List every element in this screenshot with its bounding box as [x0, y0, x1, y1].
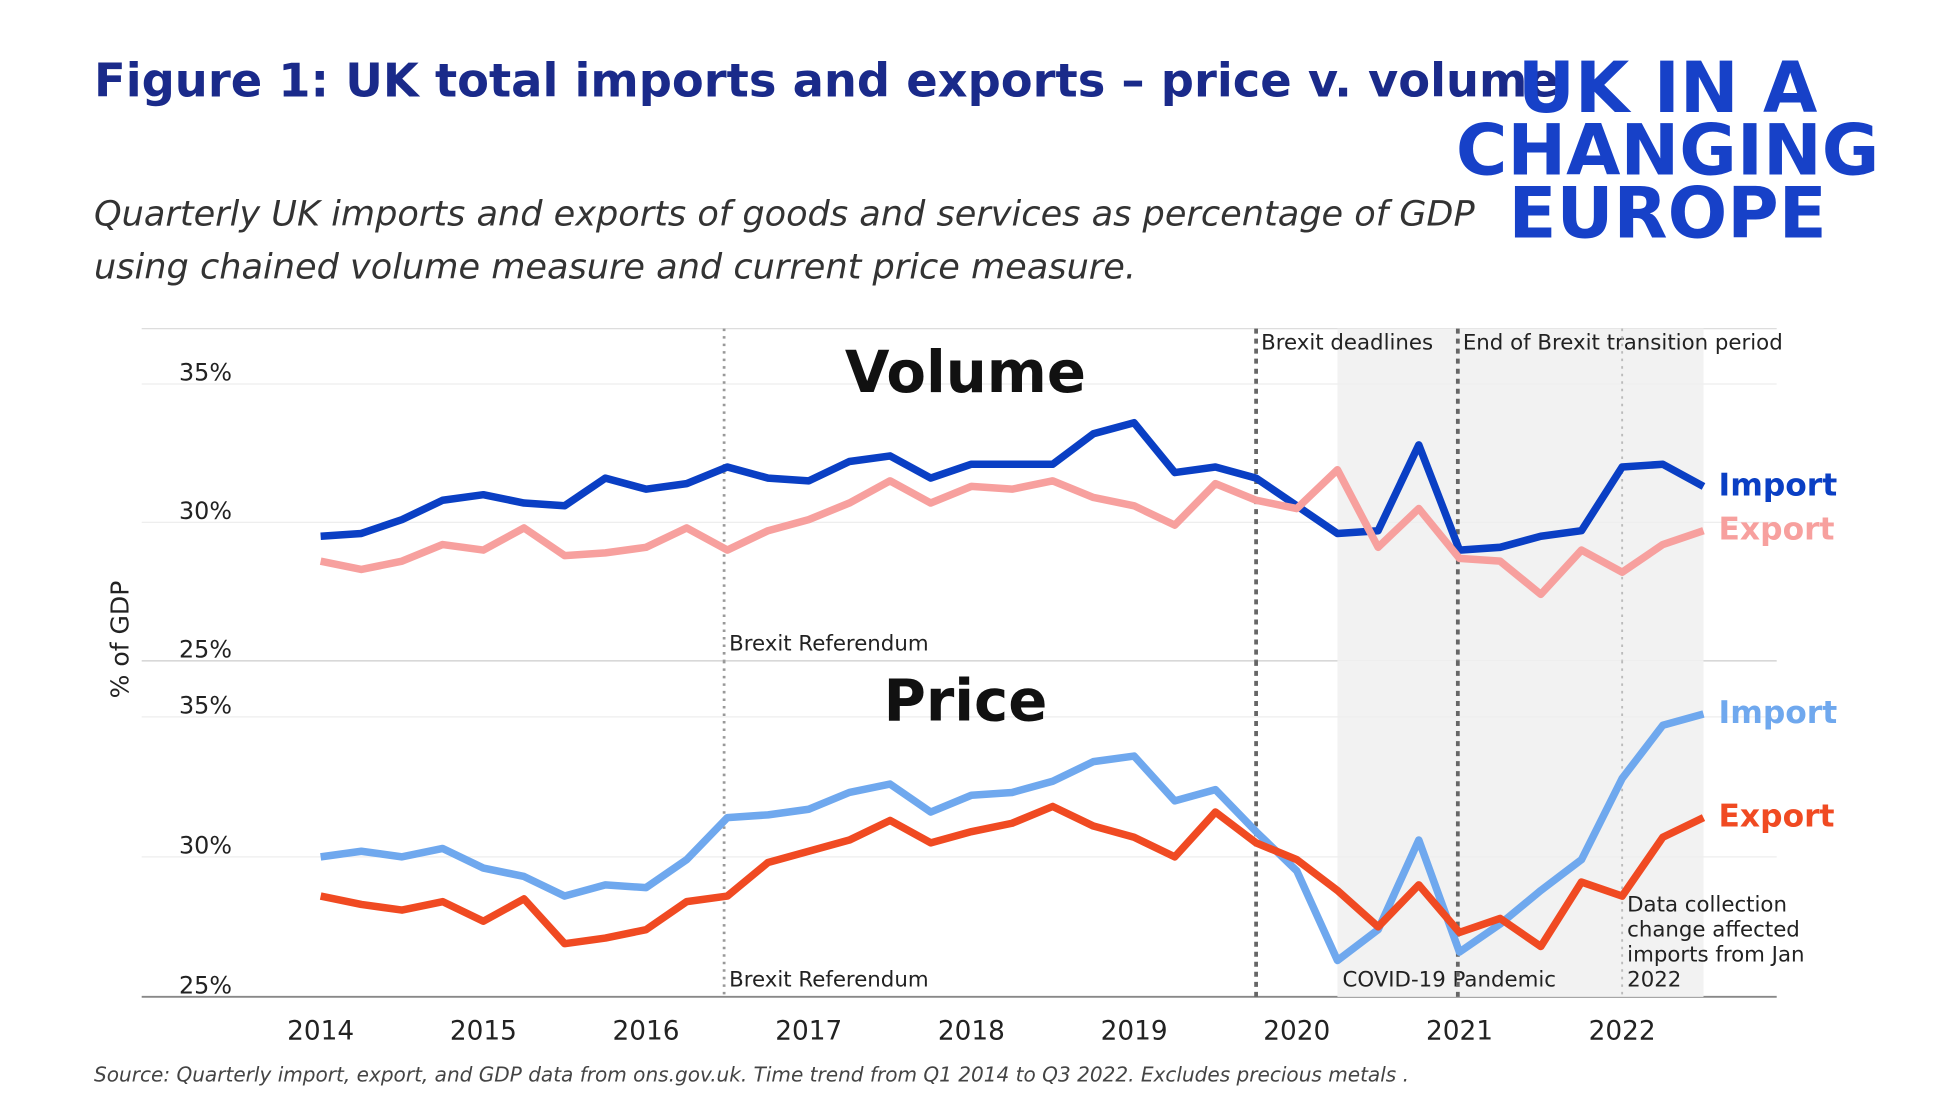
series-label: Import [1719, 695, 1838, 731]
y-axis-label: % of GDP [106, 581, 135, 699]
shade-label: COVID-19 Pandemic [1342, 968, 1556, 993]
x-tick-label: 2019 [1101, 1016, 1168, 1046]
subtitle-line: using chained volume measure and current… [94, 246, 1136, 287]
x-tick-label: 2020 [1263, 1016, 1330, 1046]
event-label: Brexit Referendum [729, 968, 928, 993]
y-tick-label: 30% [179, 831, 232, 859]
logo-line: CHANGING [1456, 110, 1879, 192]
series-line [319, 466, 1705, 599]
series-label: Export [1719, 799, 1835, 835]
x-tick-label: 2014 [287, 1016, 354, 1046]
x-tick-label: 2022 [1589, 1016, 1656, 1046]
x-tick-label: 2021 [1426, 1016, 1493, 1046]
y-tick-label: 25% [179, 635, 232, 663]
event-label: Brexit Referendum [729, 632, 928, 657]
event-label: Brexit deadlines [1261, 331, 1433, 356]
y-tick-label: 30% [179, 497, 232, 525]
y-tick-label: 25% [179, 971, 232, 999]
event-label: Data collection change affected imports fr… [1627, 892, 1804, 992]
figure-title: Figure 1: UK total imports and exports –… [94, 54, 1559, 108]
y-tick-label: 35% [179, 358, 232, 386]
series-line [319, 802, 1706, 951]
y-tick-label: 35% [179, 691, 232, 719]
series-label: Import [1719, 467, 1838, 503]
panel-title: Volume [845, 338, 1086, 406]
x-tick-label: 2017 [775, 1016, 842, 1046]
panel-title: Price [884, 666, 1048, 734]
subtitle-line: Quarterly UK imports and exports of good… [94, 194, 1475, 235]
series-label: Export [1719, 512, 1835, 548]
x-tick-label: 2016 [613, 1016, 680, 1046]
series-line [320, 710, 1705, 965]
x-tick-label: 2015 [450, 1016, 517, 1046]
series-line [320, 418, 1706, 554]
logo-line: UK IN A [1518, 47, 1818, 129]
source-note: Source: Quarterly import, export, and GD… [94, 1062, 1409, 1086]
x-tick-label: 2018 [938, 1016, 1005, 1046]
logo-line: EUROPE [1509, 172, 1827, 254]
